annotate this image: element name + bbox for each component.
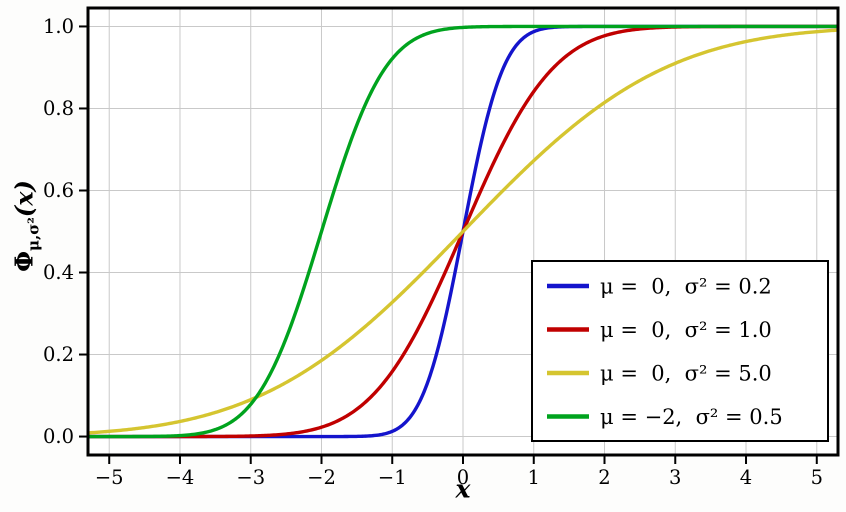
- y-tick-label: 0.2: [43, 343, 74, 366]
- legend-label: μ = 0, σ² = 0.2: [600, 275, 772, 299]
- y-tick-label: 0.8: [43, 97, 74, 120]
- legend-label: μ = 0, σ² = 1.0: [600, 318, 772, 342]
- legend-label: μ = −2, σ² = 0.5: [600, 405, 783, 429]
- y-axis-label: Φμ,σ²(x): [9, 180, 43, 272]
- x-tick-label: 2: [598, 466, 610, 489]
- curves: [88, 24, 838, 439]
- x-tick-label: −3: [236, 466, 265, 489]
- legend-label: μ = 0, σ² = 5.0: [600, 362, 772, 386]
- x-tick-label: −5: [95, 466, 124, 489]
- x-axis-label: x: [455, 474, 471, 504]
- y-tick-label: 0.0: [43, 425, 74, 448]
- x-tick-label: 0: [457, 466, 469, 489]
- x-tick-label: 3: [669, 466, 681, 489]
- y-tick-label: 1.0: [43, 15, 74, 38]
- x-tick-label: 1: [528, 466, 540, 489]
- tick-labels: −5 −4 −3 −2 −1 0 1 2 3 4 5 0.0 0.2 0.4 0.6 0.8 1.0: [43, 15, 823, 489]
- x-tick-label: −4: [166, 466, 195, 489]
- ticks: [79, 25, 818, 464]
- y-axis-label-base: Φ: [9, 250, 39, 272]
- x-tick-label: −1: [378, 466, 407, 489]
- curve-series-2: [88, 28, 838, 435]
- y-tick-label: 0.4: [43, 261, 74, 284]
- y-axis-label-suffix: (x): [9, 180, 39, 218]
- y-tick-label: 0.6: [43, 179, 74, 202]
- curve-series-3: [88, 24, 838, 439]
- plot-frame: [86, 6, 840, 457]
- x-tick-label: 4: [740, 466, 752, 489]
- x-tick-label: −2: [307, 466, 336, 489]
- legend-box: [531, 260, 829, 442]
- y-axis-label-subscript: μ,σ²: [24, 217, 43, 251]
- x-tick-label: 5: [811, 466, 823, 489]
- legend: μ = 0, σ² = 0.2 μ = 0, σ² = 1.0 μ = 0, σ² …: [531, 260, 829, 442]
